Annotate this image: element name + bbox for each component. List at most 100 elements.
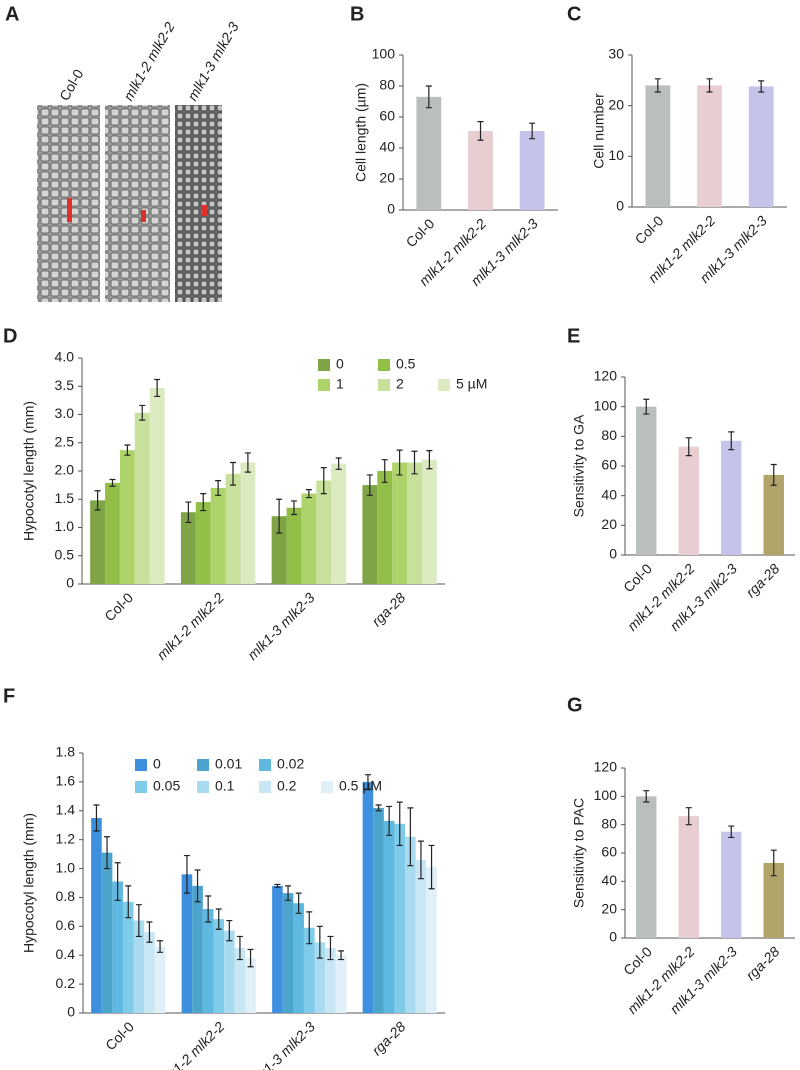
panel-letter: G [567, 694, 583, 716]
error-bar [305, 489, 312, 499]
bar [721, 440, 742, 555]
cell-marker [202, 205, 207, 216]
error-bar [205, 895, 212, 923]
bar [234, 948, 246, 1013]
y-tick-label: 2.5 [55, 433, 75, 449]
y-tick-label: 100 [594, 397, 618, 413]
y-tick-label: 60 [601, 457, 617, 473]
y-axis-title: Sensitivity to PAC [571, 798, 587, 908]
y-tick-label: 20 [601, 900, 617, 916]
x-tick-label: mlk1-3 mlk2-3 [245, 1018, 319, 1070]
y-tick-label: 80 [601, 427, 617, 443]
error-bar [758, 80, 765, 93]
image-label: Col-0 [56, 66, 87, 103]
x-tick-label: rga-28 [368, 589, 408, 629]
error-bar [146, 921, 153, 943]
bar [91, 818, 102, 1013]
error-bar [124, 444, 131, 456]
bar [468, 130, 493, 210]
error-bar [364, 774, 371, 790]
error-bar [417, 840, 424, 880]
bar [426, 867, 437, 1013]
error-bar [685, 437, 692, 457]
error-bar [770, 463, 777, 486]
bar [301, 493, 317, 584]
error-bar [276, 498, 283, 534]
cell-marker [67, 198, 72, 222]
legend-swatch [438, 379, 450, 391]
legend-label: 0.5 [396, 356, 416, 372]
bar [748, 86, 774, 207]
error-bar [529, 122, 536, 140]
panel-letter: C [567, 3, 581, 25]
bar [90, 500, 106, 584]
bar [415, 859, 427, 1013]
y-tick-label: 0 [616, 198, 624, 214]
bar [181, 874, 193, 1013]
bar [210, 487, 226, 584]
y-tick-label: 2.0 [55, 462, 75, 478]
error-bar [381, 459, 388, 483]
error-bar [335, 457, 342, 470]
x-tick-label: Col-0 [101, 589, 136, 624]
legend-swatch [197, 781, 209, 793]
y-axis-title: Sensitivity to GA [571, 414, 587, 517]
error-bar [411, 450, 418, 475]
error-bar [125, 885, 132, 919]
error-bar [396, 449, 403, 476]
y-tick-label: 1.0 [56, 859, 76, 875]
bar [392, 462, 408, 584]
bar [286, 507, 302, 584]
y-tick-label: 20 [608, 96, 624, 112]
y-tick-label: 0 [609, 929, 617, 945]
error-bar [407, 807, 414, 867]
panel-letter: E [567, 325, 580, 347]
error-bar [154, 378, 161, 398]
legend-swatch [135, 759, 147, 771]
error-bar [183, 854, 190, 894]
error-bar [320, 467, 327, 495]
error-bar [426, 450, 433, 470]
bar [271, 516, 287, 584]
bar [224, 930, 235, 1013]
bar [394, 823, 406, 1013]
error-bar [194, 869, 201, 903]
error-bar [685, 807, 692, 826]
panel-letter: F [3, 685, 15, 707]
error-bar [93, 804, 100, 832]
bar [154, 946, 166, 1013]
bar [303, 927, 315, 1013]
bar [213, 919, 225, 1013]
legend-label: 5 µM [456, 376, 487, 392]
bar [101, 852, 113, 1013]
error-bar [654, 78, 661, 93]
image-label: mlk1-3 mlk2-3 [184, 19, 242, 103]
panel-letter: D [3, 325, 17, 347]
bar [331, 463, 347, 584]
error-bar [114, 862, 121, 901]
error-bar [366, 474, 373, 496]
y-axis-title: Cell number [591, 93, 607, 169]
bar [645, 85, 671, 207]
cell-marker [141, 210, 146, 222]
error-bar [295, 892, 302, 914]
legend-label: 0 [336, 356, 344, 372]
error-bar [290, 500, 297, 516]
y-tick-label: 0.6 [56, 917, 76, 933]
legend-label: 0 [153, 756, 161, 772]
error-bar [215, 908, 222, 930]
y-tick-label: 120 [594, 759, 618, 775]
error-bar [135, 904, 142, 938]
bar [636, 796, 657, 938]
y-tick-label: 40 [601, 872, 617, 888]
bar [763, 474, 784, 555]
y-tick-label: 1.4 [56, 801, 76, 817]
y-tick-label: 0.5 [55, 546, 75, 562]
legend-swatch [321, 781, 333, 793]
y-axis-title: Hypocotyl length (mm) [21, 401, 37, 541]
error-bar [230, 461, 237, 486]
legend-swatch [135, 781, 147, 793]
error-bar [770, 849, 777, 877]
y-tick-label: 10 [608, 147, 624, 163]
